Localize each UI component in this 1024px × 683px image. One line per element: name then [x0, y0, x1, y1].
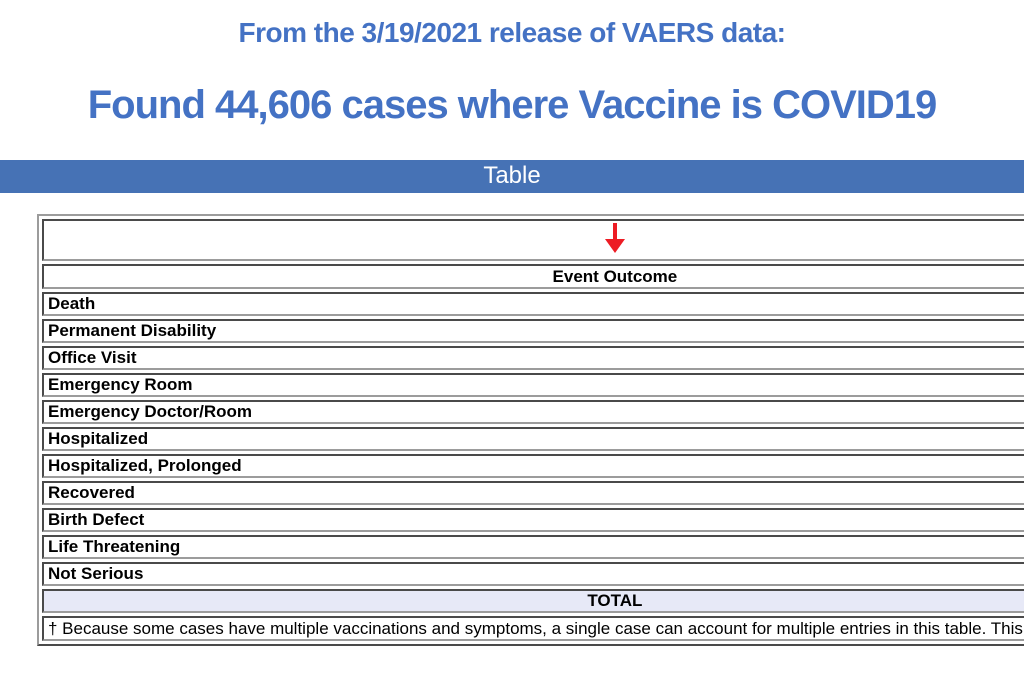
event-outcome-table: Event Outcome Count Percent Death 2,050 … [37, 214, 1024, 646]
outcome-cell: Hospitalized, Prolonged [42, 454, 1024, 478]
total-label-cell: TOTAL [42, 589, 1024, 613]
footnote-row: † Because some cases have multiple vacci… [42, 616, 1024, 641]
outcome-cell: Hospitalized [42, 427, 1024, 451]
table-row: Death 2,050 4.6% [42, 292, 1024, 316]
table-row: Office Visit 6,758 15.15% [42, 346, 1024, 370]
page-title: Found 44,606 cases where Vaccine is COVI… [87, 83, 938, 127]
sort-arrows-row [42, 219, 1024, 261]
table-row: Not Serious 16,306 36.56% [42, 562, 1024, 586]
outcome-cell: Recovered [42, 481, 1024, 505]
outcome-cell: Birth Defect [42, 508, 1024, 532]
release-subtitle: From the 3/19/2021 release of VAERS data… [238, 17, 787, 48]
red-down-arrow-icon[interactable] [603, 221, 627, 259]
outcome-sort-cell [42, 219, 1024, 261]
outcome-cell: Emergency Room [42, 373, 1024, 397]
outcome-cell: Life Threatening [42, 535, 1024, 559]
table-row: Life Threatening 1,318 2.95% [42, 535, 1024, 559]
table-row: Permanent Disability 826 1.85% [42, 319, 1024, 343]
outcome-cell: Emergency Doctor/Room [42, 400, 1024, 424]
table-row: Recovered 16,601 37.22% [42, 481, 1024, 505]
column-header-outcome: Event Outcome [42, 264, 1024, 289]
table-footnote: † Because some cases have multiple vacci… [42, 616, 1024, 641]
outcome-cell: Death [42, 292, 1024, 316]
outcome-cell: Not Serious [42, 562, 1024, 586]
total-row: TOTAL † 55,846 † 125.2% [42, 589, 1024, 613]
table-row: Hospitalized 4,442 9.96% [42, 427, 1024, 451]
outcome-cell: Office Visit [42, 346, 1024, 370]
outcome-cell: Permanent Disability [42, 319, 1024, 343]
table-section-banner: Table [0, 160, 1024, 193]
table-row: Emergency Doctor/Room 7,456 16.72% [42, 400, 1024, 424]
table-row: Birth Defect 52 0.12% [42, 508, 1024, 532]
table-row: Emergency Room 29 0.07% [42, 373, 1024, 397]
table-row: Hospitalized, Prolonged 8 0.02% [42, 454, 1024, 478]
results-table-container: Event Outcome Count Percent Death 2,050 … [37, 214, 1024, 646]
header-row: Event Outcome Count Percent [42, 264, 1024, 289]
table-section-banner-label: Table [483, 162, 541, 189]
